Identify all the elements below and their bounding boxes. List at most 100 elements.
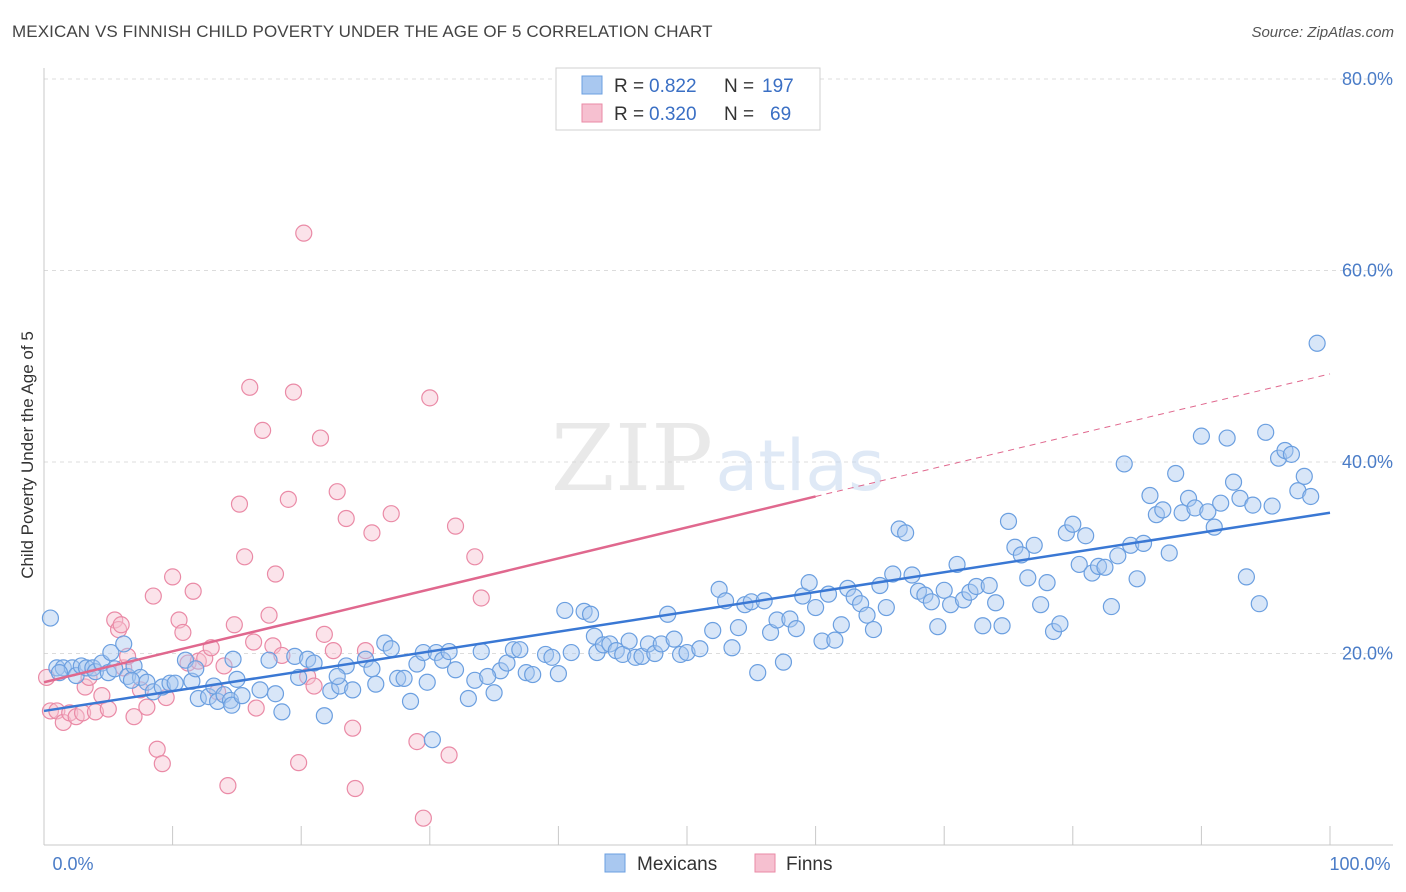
data-point — [328, 483, 346, 501]
data-point — [376, 634, 394, 652]
data-point — [691, 640, 709, 658]
data-point — [459, 689, 477, 708]
finns-n-value: 69 — [770, 104, 791, 125]
data-point — [974, 617, 992, 635]
data-point — [601, 635, 619, 653]
data-point — [864, 620, 883, 639]
data-point — [877, 598, 895, 617]
data-point — [322, 682, 340, 700]
data-point — [254, 421, 272, 440]
data-point — [273, 703, 291, 721]
data-point — [236, 548, 254, 566]
data-point — [1032, 596, 1050, 614]
data-point — [305, 677, 323, 695]
data-point — [774, 653, 793, 671]
data-point — [1295, 467, 1313, 485]
y-tick-label: 20.0% — [1342, 644, 1393, 664]
chart-title: MEXICAN VS FINNISH CHILD POVERTY UNDER T… — [12, 22, 713, 41]
data-point — [225, 616, 243, 634]
data-point — [729, 619, 748, 637]
data-point — [266, 565, 285, 583]
data-point — [543, 648, 561, 666]
data-point — [224, 650, 242, 668]
data-point — [401, 692, 420, 710]
data-point — [1218, 429, 1236, 447]
data-point — [440, 746, 458, 764]
data-point — [665, 630, 683, 648]
data-point — [1115, 455, 1133, 473]
data-point — [389, 669, 407, 687]
data-point — [671, 645, 690, 664]
data-point — [916, 586, 934, 604]
data-point — [1212, 494, 1230, 512]
data-point — [344, 719, 362, 737]
data-point — [421, 389, 439, 407]
data-point — [184, 582, 202, 600]
data-point — [273, 646, 291, 665]
data-point — [241, 378, 259, 396]
data-point — [284, 383, 303, 401]
data-point — [1025, 536, 1043, 554]
data-point — [215, 657, 233, 675]
data-point — [423, 731, 441, 749]
watermark-zip: ZIP — [551, 405, 713, 512]
data-point — [472, 642, 490, 661]
data-point — [367, 675, 385, 693]
data-point — [1186, 499, 1204, 517]
finns-trend-line — [43, 495, 816, 684]
data-point — [260, 651, 278, 669]
finns-n-label: N = — [724, 104, 754, 125]
data-point — [1250, 595, 1268, 613]
data-point — [315, 707, 333, 725]
data-point — [942, 596, 960, 614]
data-point — [858, 606, 876, 624]
data-point — [1077, 527, 1095, 545]
finns-r-value: 0.320 — [649, 104, 697, 125]
data-point — [832, 616, 850, 634]
data-point — [395, 669, 413, 687]
data-point — [99, 700, 117, 718]
stats-legend: R = 0.822 N = 197 R = 0.320 N = 69 — [555, 67, 821, 131]
data-point — [620, 632, 638, 650]
finns-r-label: R = — [614, 104, 644, 125]
data-point — [961, 583, 979, 601]
data-point — [987, 594, 1005, 612]
data-point — [286, 647, 304, 665]
data-point — [556, 601, 574, 620]
data-point — [1070, 555, 1088, 574]
data-point — [768, 611, 786, 629]
finns-swatch — [581, 103, 603, 123]
data-point — [678, 643, 696, 662]
data-point — [1102, 597, 1120, 616]
finns-points — [37, 224, 490, 827]
data-point — [125, 708, 143, 726]
data-point — [1051, 615, 1069, 633]
data-point — [174, 623, 192, 642]
data-point — [1282, 445, 1301, 463]
data-point — [115, 635, 133, 653]
data-point — [585, 627, 604, 645]
data-point — [446, 517, 465, 535]
data-point — [884, 565, 902, 583]
mexicans-r-value: 0.822 — [649, 76, 697, 97]
data-point — [929, 618, 947, 636]
data-point — [897, 524, 915, 542]
data-point — [1199, 503, 1217, 521]
watermark-atlas: atlas — [715, 425, 884, 507]
data-point — [279, 490, 297, 508]
y-tick-label: 60.0% — [1342, 261, 1393, 281]
y-axis-title: Child Poverty Under the Age of 5 — [18, 331, 37, 579]
data-point — [1057, 524, 1075, 542]
y-tick-label: 80.0% — [1342, 69, 1393, 89]
data-point — [787, 620, 805, 638]
data-point — [245, 633, 263, 651]
data-point — [260, 606, 278, 624]
data-point — [993, 617, 1011, 635]
data-point — [562, 643, 580, 662]
data-point — [1308, 334, 1326, 352]
data-point — [626, 648, 645, 666]
data-point — [434, 651, 452, 669]
x-tick-label-max: 100.0% — [1329, 854, 1390, 874]
data-point — [1019, 569, 1037, 587]
data-point — [1089, 557, 1108, 575]
